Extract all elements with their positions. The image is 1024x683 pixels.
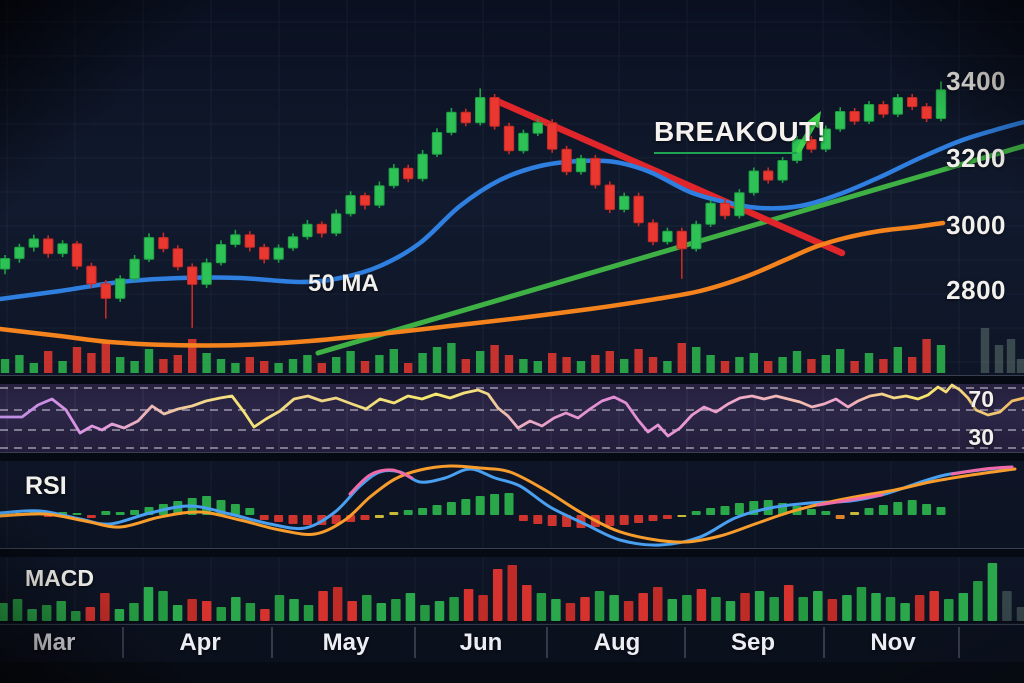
rsi-panel-content	[0, 464, 1017, 547]
price-axis-label-2800: 2800	[946, 275, 1006, 305]
month-label-mar: Mar	[32, 629, 76, 656]
oscillator-level-70: 70	[968, 386, 994, 412]
month-label-aug: Aug	[593, 629, 641, 656]
month-label-nov: Nov	[870, 629, 916, 656]
month-label-sep: Sep	[730, 629, 776, 656]
price-axis-label-3400: 3400	[946, 66, 1006, 96]
month-label-jun: Jun	[459, 629, 503, 656]
axis-ticks	[122, 627, 960, 658]
price-axis-label-3000: 3000	[946, 210, 1006, 240]
price-axis-label-3200: 3200	[946, 143, 1006, 173]
macd-panel-label: MACD	[25, 565, 94, 591]
month-label-may: May	[322, 629, 370, 656]
moving-average-lines	[0, 119, 1024, 348]
rsi-panel-label: RSI	[25, 472, 67, 500]
macd-panel-content	[0, 563, 1024, 623]
ma-50-label: 50 MA	[308, 270, 379, 297]
breakout-annotation: BREAKOUT!	[654, 116, 827, 147]
grid-lines	[0, 0, 1024, 623]
oscillator-line	[0, 383, 1024, 449]
month-label-apr: Apr	[179, 629, 221, 656]
oscillator-level-30: 30	[968, 424, 994, 450]
volume-bars	[0, 328, 1024, 373]
